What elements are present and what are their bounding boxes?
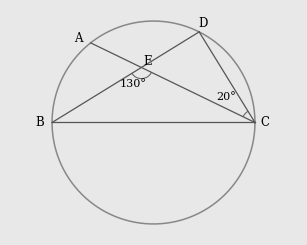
Text: C: C [261, 116, 270, 129]
Text: D: D [199, 17, 208, 30]
Text: E: E [143, 55, 152, 68]
Text: A: A [74, 32, 83, 45]
Text: B: B [36, 116, 44, 129]
Text: 20°: 20° [216, 92, 236, 102]
Text: 130°: 130° [120, 79, 147, 89]
